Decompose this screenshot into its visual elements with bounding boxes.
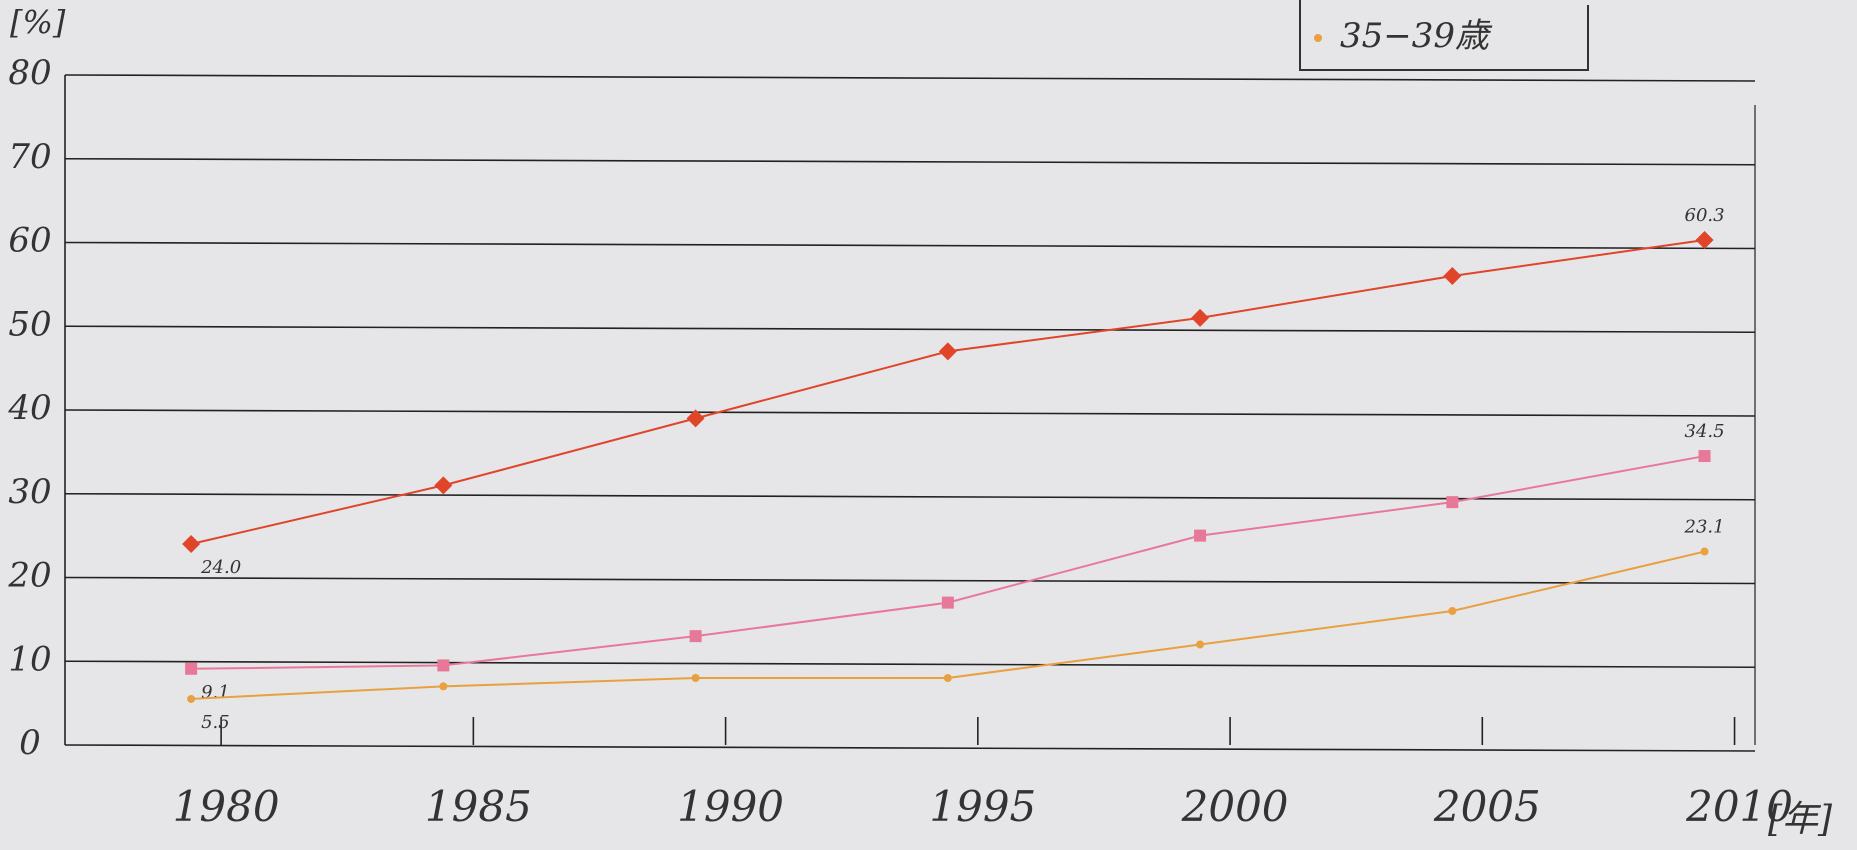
y-tick-label: 30 (8, 472, 51, 512)
grid-line (64, 325, 1756, 334)
marker (1196, 640, 1205, 649)
legend-marker (1314, 34, 1322, 42)
y-tick-label: 60 (8, 221, 51, 261)
y-tick-label: 0 (19, 723, 41, 763)
legend-label: 35−39歳 (1340, 16, 1493, 56)
grid-line (64, 660, 1756, 669)
marker (691, 674, 700, 682)
marker (439, 682, 448, 691)
y-tick-label: 70 (8, 137, 51, 177)
marker (1700, 547, 1709, 556)
marker (686, 409, 705, 428)
grid-line (64, 74, 1756, 82)
y-tick-label: 40 (7, 388, 51, 428)
x-axis-label: [年] (1768, 799, 1833, 840)
data-label: 24.0 (200, 557, 241, 578)
y-tick-label: 10 (8, 639, 51, 679)
y-tick-label: 80 (8, 53, 51, 93)
marker (1191, 308, 1210, 327)
x-tick-label: 1995 (929, 782, 1036, 831)
y-axis-label: [%] (10, 4, 66, 42)
data-label: 23.1 (1684, 517, 1725, 538)
marker (938, 342, 957, 361)
x-tick-label: 1990 (677, 782, 784, 831)
marker (1698, 450, 1711, 463)
marker (185, 662, 198, 675)
x-tick-label: 2000 (1181, 782, 1289, 831)
marker (182, 535, 201, 553)
data-label: 5.5 (201, 712, 230, 733)
data-label: 34.5 (1685, 421, 1725, 442)
x-tick-label: 1980 (173, 782, 280, 831)
marker (437, 659, 450, 672)
marker (1695, 230, 1714, 249)
grid-line (64, 157, 1756, 166)
x-tick-label: 2010 (1685, 782, 1793, 831)
marker (941, 596, 954, 609)
marker (1194, 529, 1207, 542)
x-tick-label: 1985 (425, 782, 532, 831)
grid-line (64, 409, 1756, 417)
y-tick-label: 20 (7, 556, 51, 596)
grid-line (64, 744, 1756, 752)
grid-line (64, 241, 1756, 250)
marker (689, 630, 702, 643)
data-label: 9.1 (201, 682, 230, 703)
x-tick-label: 2005 (1433, 782, 1541, 831)
marker (1448, 607, 1457, 615)
legend-box (1299, 0, 1589, 71)
y-tick-label: 50 (8, 304, 51, 344)
marker (1446, 496, 1459, 509)
grid-line (64, 576, 1756, 585)
marker (187, 694, 196, 703)
data-label: 60.3 (1685, 205, 1725, 226)
marker (943, 674, 952, 682)
legend (1299, 0, 1589, 71)
marker (1443, 267, 1462, 285)
marker (434, 476, 453, 495)
